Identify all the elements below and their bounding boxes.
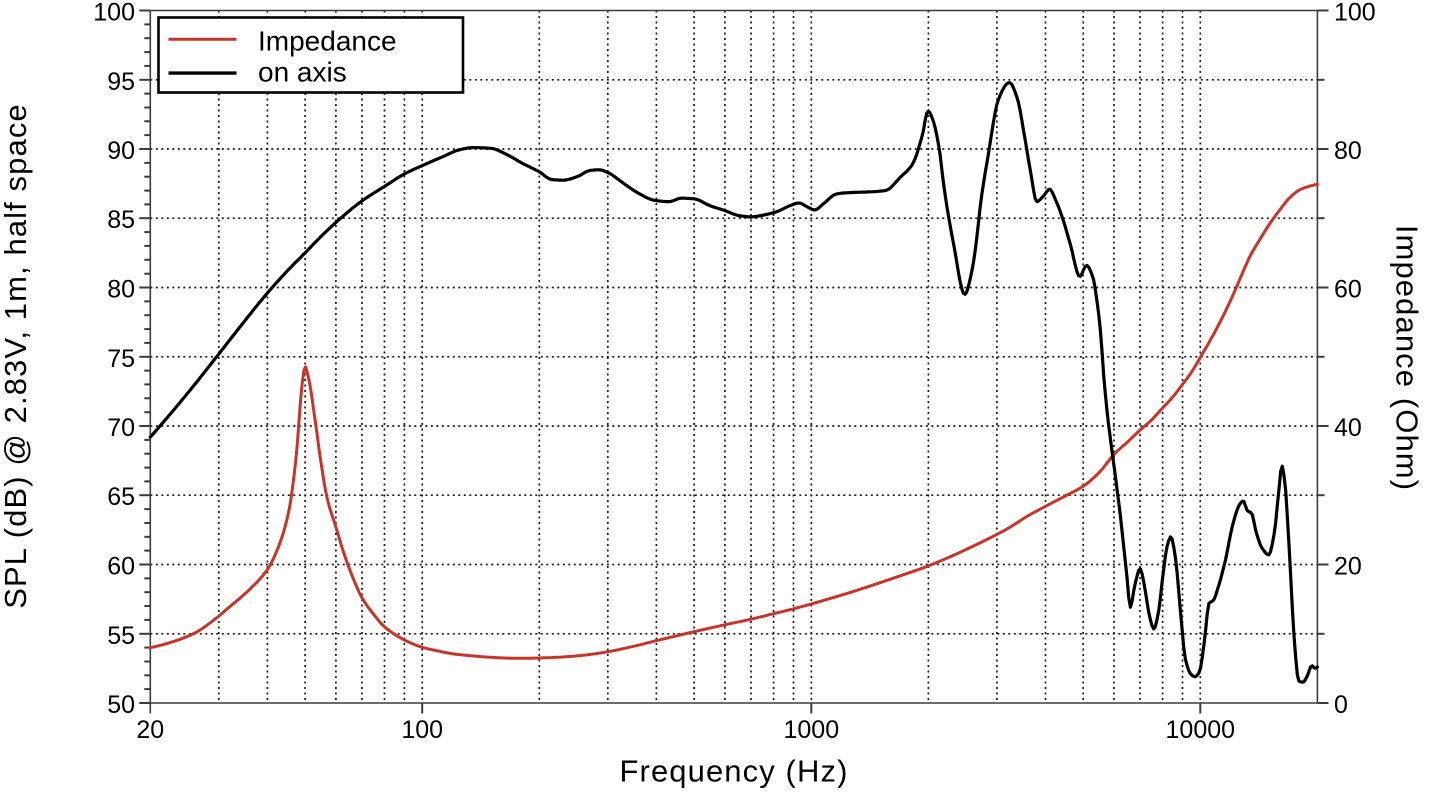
- svg-text:90: 90: [107, 137, 135, 165]
- svg-text:20: 20: [136, 716, 164, 744]
- svg-text:40: 40: [1334, 414, 1362, 442]
- svg-text:55: 55: [107, 622, 135, 650]
- svg-text:65: 65: [107, 483, 135, 511]
- svg-text:1000: 1000: [783, 716, 839, 744]
- svg-text:80: 80: [107, 276, 135, 304]
- svg-text:60: 60: [1334, 276, 1362, 304]
- svg-text:100: 100: [93, 0, 135, 27]
- svg-text:75: 75: [107, 345, 135, 373]
- svg-text:Impedance (Ohm): Impedance (Ohm): [1390, 225, 1425, 491]
- svg-text:70: 70: [107, 414, 135, 442]
- svg-text:80: 80: [1334, 137, 1362, 165]
- svg-text:0: 0: [1334, 691, 1348, 719]
- svg-text:Frequency (Hz): Frequency (Hz): [619, 754, 848, 789]
- svg-text:100: 100: [401, 716, 443, 744]
- svg-text:85: 85: [107, 206, 135, 234]
- svg-text:on axis: on axis: [258, 57, 347, 88]
- svg-text:95: 95: [107, 68, 135, 96]
- svg-text:SPL (dB) @ 2.83V, 1m, half spa: SPL (dB) @ 2.83V, 1m, half space: [0, 103, 33, 609]
- svg-text:60: 60: [107, 553, 135, 581]
- svg-text:10000: 10000: [1166, 716, 1236, 744]
- svg-text:100: 100: [1334, 0, 1376, 27]
- svg-text:20: 20: [1334, 553, 1362, 581]
- svg-text:50: 50: [107, 691, 135, 719]
- svg-text:Impedance: Impedance: [258, 26, 397, 57]
